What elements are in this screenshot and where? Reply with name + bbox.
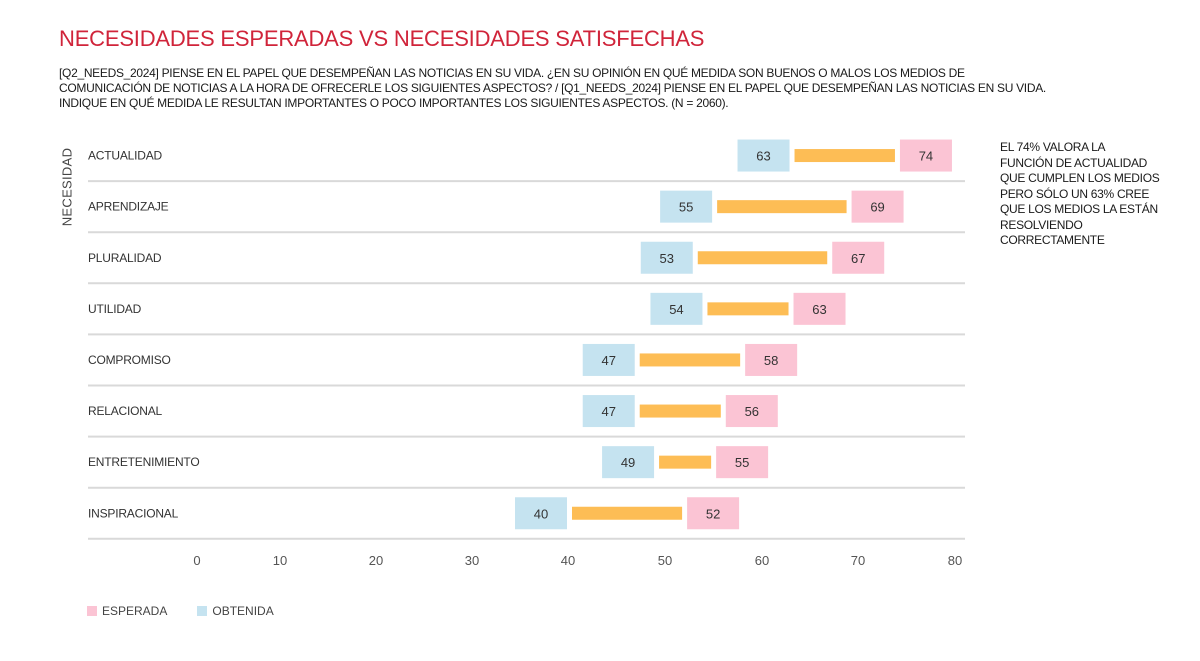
- legend-label: ESPERADA: [102, 604, 168, 618]
- gap-bar: [707, 302, 789, 316]
- gap-bar: [697, 251, 828, 265]
- legend-swatch-esperada: [87, 606, 97, 616]
- obtenida-value-label: 49: [621, 455, 635, 470]
- x-tick-label: 80: [948, 553, 962, 568]
- esperada-marker: [793, 292, 846, 325]
- category-label: PLURALIDAD: [88, 251, 162, 265]
- annotation-line: QUE CUMPLEN LOS MEDIOS: [1000, 171, 1160, 185]
- obtenida-marker: [582, 343, 635, 376]
- gap-bar: [659, 455, 712, 469]
- category-label: COMPROMISO: [88, 353, 171, 367]
- x-tick-label: 10: [273, 553, 287, 568]
- annotation-line: QUE LOS MEDIOS LA ESTÁN: [1000, 202, 1158, 216]
- x-tick-label: 60: [755, 553, 769, 568]
- annotation-line: CORRECTAMENTE: [1000, 233, 1105, 247]
- annotation: EL 74% VALORA LA FUNCIÓN DE ACTUALIDAD Q…: [1000, 140, 1190, 249]
- esperada-marker: [687, 497, 740, 530]
- dumbbell-chart: 0 10 20 30 40 50 60 70 80 ACTUALIDAD 63 74 APRENDIZA…: [88, 139, 965, 568]
- obtenida-marker: [737, 139, 790, 172]
- legend-label: OBTENIDA: [212, 604, 274, 618]
- esperada-marker: [716, 446, 769, 479]
- esperada-marker: [725, 395, 778, 428]
- x-tick-label: 30: [465, 553, 479, 568]
- esperada-value-label: 52: [706, 506, 720, 521]
- gap-bar: [639, 353, 741, 367]
- obtenida-value-label: 53: [660, 251, 674, 266]
- category-label: ENTRETENIMIENTO: [88, 455, 199, 469]
- subtitle-line: INDIQUE EN QUÉ MEDIDA LE RESULTAN IMPORT…: [59, 96, 729, 110]
- x-tick-label: 50: [658, 553, 672, 568]
- esperada-value-label: 74: [919, 149, 933, 164]
- legend: ESPERADA OBTENIDA: [87, 604, 304, 618]
- legend-item-esperada: ESPERADA: [87, 604, 167, 618]
- esperada-marker: [851, 190, 904, 223]
- legend-item-obtenida: OBTENIDA: [197, 604, 274, 618]
- annotation-line: FUNCIÓN DE ACTUALIDAD: [1000, 155, 1148, 170]
- chart-title: NECESIDADES ESPERADAS VS NECESIDADES SAT…: [59, 26, 705, 51]
- esperada-value-label: 69: [870, 200, 884, 215]
- annotation-line: PERO SÓLO UN 63% CREE: [1000, 186, 1150, 201]
- category-label: APRENDIZAJE: [88, 200, 169, 214]
- x-tick-label: 40: [561, 553, 575, 568]
- esperada-value-label: 67: [851, 251, 865, 266]
- gap-bar: [572, 506, 683, 520]
- obtenida-value-label: 47: [601, 404, 615, 419]
- x-tick-label: 0: [193, 553, 200, 568]
- x-tick-label: 70: [851, 553, 865, 568]
- annotation-line: EL 74% VALORA LA: [1000, 140, 1106, 154]
- subtitle-line: COMUNICACIÓN DE NOTICIAS A LA HORA DE OF…: [59, 81, 1046, 95]
- category-label: INSPIRACIONAL: [88, 506, 179, 520]
- esperada-marker: [832, 241, 885, 274]
- obtenida-marker: [602, 446, 655, 479]
- legend-swatch-obtenida: [197, 606, 208, 616]
- esperada-value-label: 55: [735, 455, 749, 470]
- category-label: ACTUALIDAD: [88, 149, 163, 163]
- obtenida-value-label: 63: [756, 149, 770, 164]
- esperada-value-label: 58: [764, 353, 778, 368]
- annotation-line: RESOLVIENDO: [1000, 217, 1083, 232]
- obtenida-value-label: 47: [601, 353, 615, 368]
- obtenida-marker: [640, 241, 693, 274]
- obtenida-marker: [515, 497, 567, 530]
- x-tick-label: 20: [369, 553, 383, 568]
- obtenida-value-label: 54: [669, 302, 683, 317]
- esperada-marker: [899, 139, 952, 172]
- obtenida-value-label: 55: [679, 200, 693, 215]
- esperada-value-label: 56: [745, 404, 759, 419]
- category-label: RELACIONAL: [88, 404, 163, 418]
- gap-bar: [717, 200, 847, 214]
- esperada-value-label: 63: [812, 302, 826, 317]
- gap-bar: [639, 404, 721, 418]
- category-label: UTILIDAD: [88, 302, 142, 316]
- obtenida-value-label: 40: [534, 506, 548, 521]
- obtenida-marker: [660, 190, 713, 223]
- obtenida-marker: [650, 292, 703, 325]
- gap-bar: [794, 149, 895, 163]
- obtenida-marker: [582, 395, 635, 428]
- chart-subtitle: [Q2_NEEDS_2024] PIENSE EN EL PAPEL QUE D…: [59, 66, 1046, 111]
- esperada-marker: [745, 343, 798, 376]
- subtitle-line: [Q2_NEEDS_2024] PIENSE EN EL PAPEL QUE D…: [59, 66, 965, 80]
